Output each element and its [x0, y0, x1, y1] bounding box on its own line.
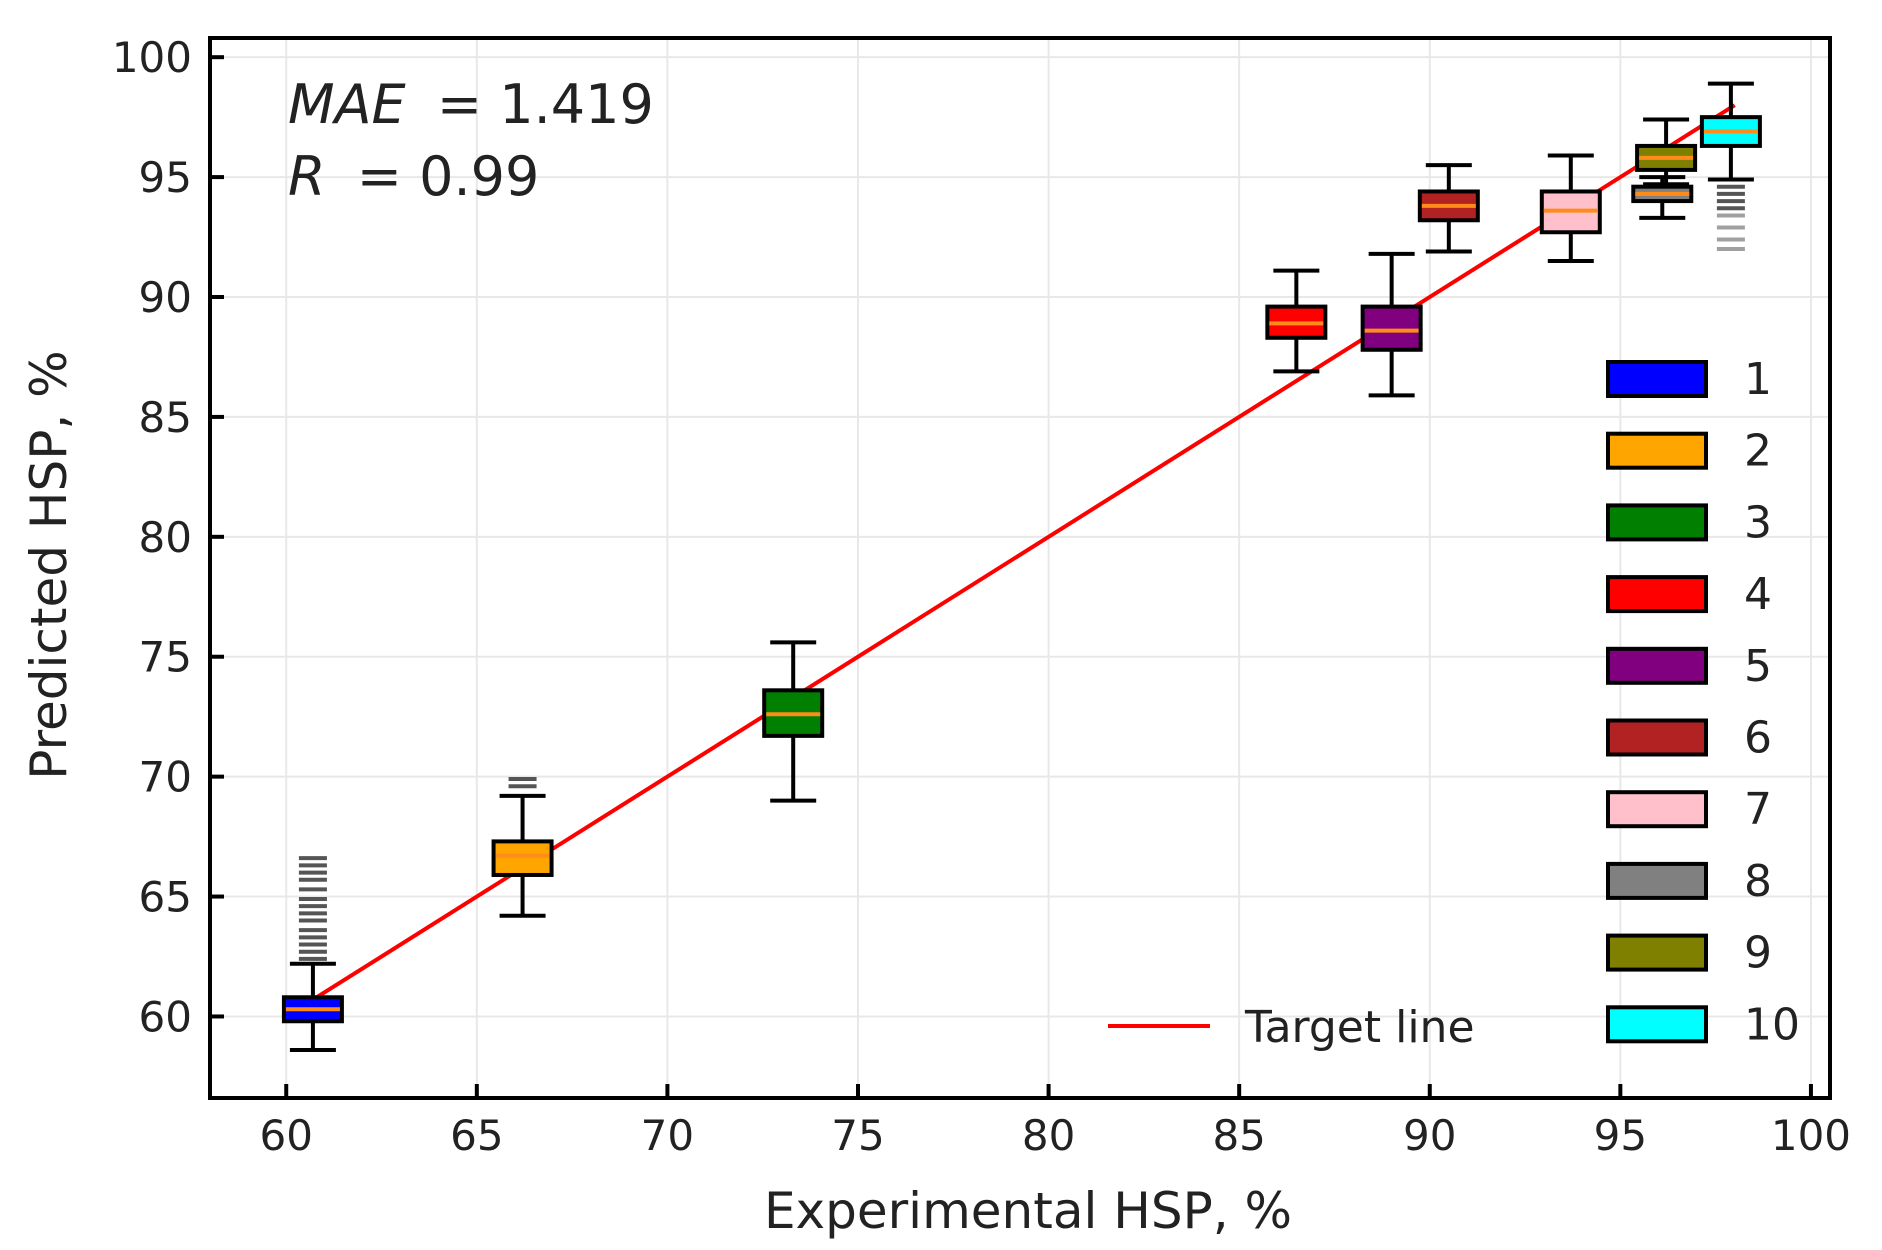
- boxplot-8: [1631, 175, 1694, 220]
- legend-swatch: [1606, 360, 1708, 398]
- legend-swatch: [1606, 503, 1708, 542]
- box: [491, 839, 554, 877]
- y-tick-label: 85: [139, 393, 192, 442]
- legend-item-7: 7: [1606, 784, 1772, 835]
- x-tick-label: 65: [450, 1111, 503, 1160]
- legend-item-6: 6: [1606, 713, 1772, 764]
- legend-label: 4: [1744, 569, 1772, 620]
- x-tick-label: 60: [260, 1111, 313, 1160]
- x-tick-label: 75: [831, 1111, 884, 1160]
- x-tick-label: 70: [641, 1111, 694, 1160]
- y-tick-label: 95: [139, 153, 192, 202]
- legend-item-4: 4: [1606, 569, 1772, 620]
- y-tick-label: 60: [139, 992, 192, 1041]
- y-tick-label: 100: [112, 33, 192, 82]
- boxplot-7: [1539, 153, 1602, 264]
- legend-label: 1: [1744, 354, 1772, 405]
- legend-swatch: [1606, 575, 1708, 614]
- x-tick-label: 95: [1594, 1111, 1647, 1160]
- legend: 1 2 3 4 5 6 7 8 9 10: [1606, 354, 1800, 1050]
- legend-label: 2: [1744, 426, 1772, 477]
- legend-swatch: [1606, 861, 1708, 900]
- legend-swatch: [1606, 933, 1708, 972]
- legend-label: 10: [1744, 999, 1800, 1050]
- legend-swatch: [1606, 646, 1708, 685]
- y-axis-title: Predicted HSP, %: [20, 350, 78, 779]
- legend-item-1: 1: [1606, 354, 1772, 405]
- legend-label: 3: [1744, 497, 1772, 548]
- legend-label: 6: [1744, 713, 1772, 764]
- target-line-legend: Target line: [1108, 1002, 1475, 1053]
- mae-annotation: MAE = 1.419: [288, 73, 654, 136]
- r-label: R: [288, 145, 326, 208]
- boxplot-1: [281, 856, 344, 1053]
- legend-swatch: [1606, 1005, 1708, 1044]
- x-tick-label: 80: [1022, 1111, 1075, 1160]
- legend-item-8: 8: [1606, 856, 1772, 907]
- boxplot-2: [491, 777, 554, 918]
- box: [1360, 304, 1423, 352]
- boxplot-5: [1360, 251, 1423, 398]
- r-value: = 0.99: [357, 145, 540, 208]
- legend-swatch: [1606, 431, 1708, 470]
- boxplot-3: [762, 640, 825, 803]
- y-tick-label: 65: [139, 873, 192, 922]
- y-tick-label: 80: [139, 513, 192, 562]
- boxplot-6: [1417, 163, 1480, 254]
- x-tick-label: 85: [1212, 1111, 1265, 1160]
- boxplot-10: [1699, 81, 1762, 252]
- x-axis-title: Experimental HSP, %: [764, 1182, 1292, 1240]
- legend-swatch: [1606, 790, 1708, 829]
- r-annotation: R = 0.99: [288, 145, 539, 208]
- y-tick-label: 75: [139, 633, 192, 682]
- legend-swatch: [1606, 718, 1708, 757]
- plot-frame: [208, 36, 1832, 1100]
- legend-item-2: 2: [1606, 426, 1772, 477]
- target-line-legend-label: Target line: [1244, 1002, 1475, 1053]
- mae-label: MAE: [288, 73, 407, 136]
- y-tick-label: 90: [139, 273, 192, 322]
- legend-item-5: 5: [1606, 641, 1772, 692]
- x-tick-label: 100: [1771, 1111, 1851, 1160]
- legend-item-3: 3: [1606, 497, 1772, 548]
- y-tick-label: 70: [139, 753, 192, 802]
- legend-item-9: 9: [1606, 928, 1772, 979]
- boxplots: [281, 81, 1762, 1053]
- boxplot-4: [1265, 268, 1328, 374]
- legend-label: 9: [1744, 928, 1772, 979]
- legend-label: 5: [1744, 641, 1772, 692]
- boxplot-9: [1635, 117, 1698, 187]
- mae-value: = 1.419: [437, 73, 654, 136]
- legend-item-10: 10: [1606, 999, 1800, 1050]
- legend-label: 8: [1744, 856, 1772, 907]
- legend-label: 7: [1744, 784, 1772, 835]
- x-tick-label: 90: [1403, 1111, 1456, 1160]
